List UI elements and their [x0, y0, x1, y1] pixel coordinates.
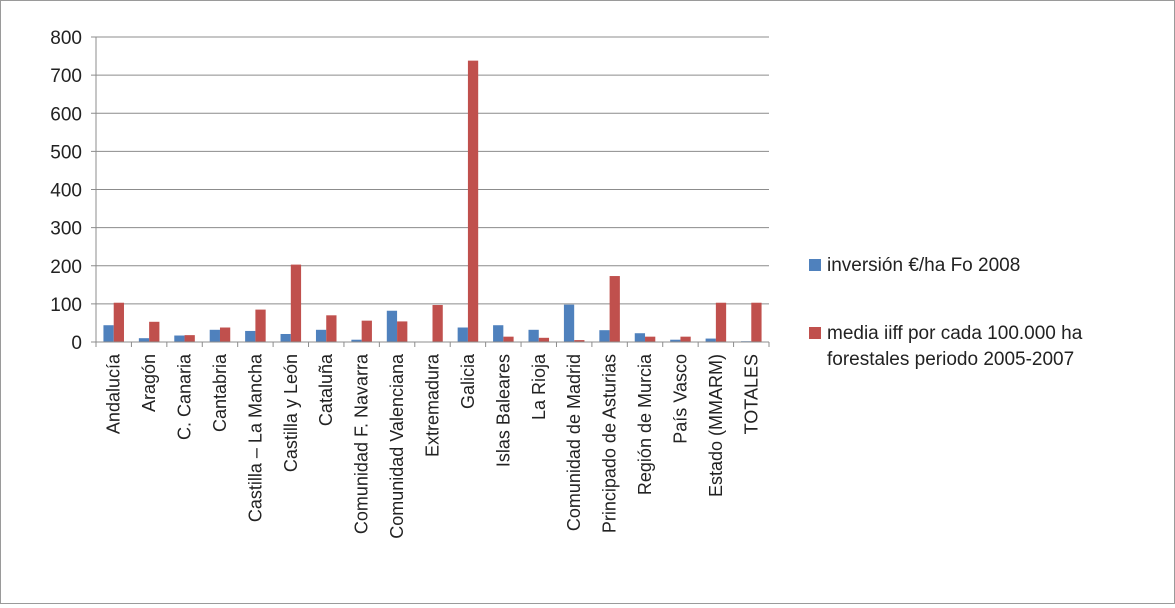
bar-inversion — [670, 339, 681, 342]
bar-inversion — [280, 333, 291, 342]
bar-media-iiff — [751, 302, 762, 342]
bar-media-iiff — [538, 337, 550, 342]
bar-inversion — [103, 325, 114, 342]
x-category-label: Andalucía — [104, 353, 124, 434]
bar-inversion — [351, 339, 362, 342]
x-category-label: Principado de Asturias — [600, 354, 620, 533]
x-category-label: Comunidad de Madrid — [564, 354, 584, 531]
bar-media-iiff — [609, 276, 620, 342]
bar-inversion — [386, 310, 398, 342]
x-category-label: La Rioja — [529, 353, 549, 420]
x-category-label: Cataluña — [316, 353, 336, 426]
x-category-label: Extremadura — [423, 353, 443, 457]
y-tick-label: 200 — [50, 257, 82, 278]
bar-media-iiff — [149, 321, 160, 342]
legend-label-media-iiff-line1: media iiff por cada 100.000 ha — [827, 323, 1083, 344]
legend: inversión €/ha Fo 2008 media iiff por ca… — [809, 255, 1083, 370]
bar-inversion — [315, 329, 327, 342]
y-tick-label: 100 — [50, 295, 82, 316]
x-category-label: TOTALES — [741, 354, 761, 434]
y-tick-label: 300 — [50, 219, 82, 240]
x-category-label: Región de Murcia — [635, 353, 655, 495]
bar-media-iiff — [397, 321, 408, 342]
x-category-label: Comunidad Valenciana — [387, 353, 407, 539]
bar-media-iiff — [467, 60, 479, 342]
x-category-label: Comunidad F. Navarra — [352, 353, 372, 534]
bar-inversion — [599, 330, 610, 342]
bar-inversion — [457, 327, 468, 342]
y-tick-label: 700 — [50, 66, 82, 87]
y-tick-label: 400 — [50, 181, 82, 202]
x-category-label: Cantabria — [210, 353, 230, 432]
y-tick-label: 800 — [50, 28, 82, 49]
y-tick-label: 600 — [50, 104, 82, 125]
axes — [91, 36, 770, 347]
bar-inversion — [138, 338, 150, 342]
x-category-label: Islas Baleares — [493, 354, 513, 467]
bar-inversion — [634, 333, 646, 342]
x-category-label: Castilla – La Mancha — [245, 353, 265, 522]
y-tick-label: 500 — [50, 142, 82, 163]
bar-media-iiff — [290, 264, 302, 342]
bar-media-iiff — [715, 302, 727, 342]
bar-inversion — [493, 325, 504, 342]
bar-media-iiff — [574, 340, 585, 342]
x-category-label: C. Canaria — [175, 353, 195, 440]
y-axis-ticks: 0 100 200 300 400 500 600 700 800 — [50, 28, 82, 354]
bars — [103, 60, 762, 342]
bar-media-iiff — [503, 336, 514, 342]
x-category-label: Galicia — [458, 353, 478, 409]
x-category-label: Aragón — [139, 354, 159, 412]
bar-media-iiff — [219, 327, 231, 342]
bar-media-iiff — [326, 315, 337, 342]
gridlines — [96, 36, 769, 343]
bar-media-iiff — [184, 335, 195, 342]
x-category-label: Castilla y León — [281, 354, 301, 472]
legend-swatch-inversion — [809, 259, 821, 271]
legend-label-inversion: inversión €/ha Fo 2008 — [827, 255, 1020, 276]
bar-media-iiff — [645, 336, 656, 342]
bar-inversion — [563, 304, 575, 342]
bar-inversion — [245, 330, 256, 342]
y-tick-label: 0 — [71, 333, 82, 354]
bar-media-iiff — [361, 320, 372, 342]
bar-inversion — [528, 329, 539, 342]
x-category-label: Estado (MMARM) — [706, 354, 726, 497]
bar-media-iiff — [680, 336, 691, 342]
bar-inversion — [209, 329, 220, 342]
bar-media-iiff — [255, 309, 266, 342]
bar-inversion — [705, 338, 716, 342]
legend-label-media-iiff-line2: forestales periodo 2005-2007 — [827, 349, 1074, 370]
bar-inversion — [174, 335, 185, 342]
bar-media-iiff — [113, 302, 124, 342]
x-axis-labels: Andalucía Aragón C. Canaria Cantabria Castil… — [104, 353, 762, 539]
x-category-label: País Vasco — [670, 354, 690, 444]
bar-media-iiff — [432, 305, 443, 342]
legend-swatch-media-iiff — [809, 327, 821, 339]
